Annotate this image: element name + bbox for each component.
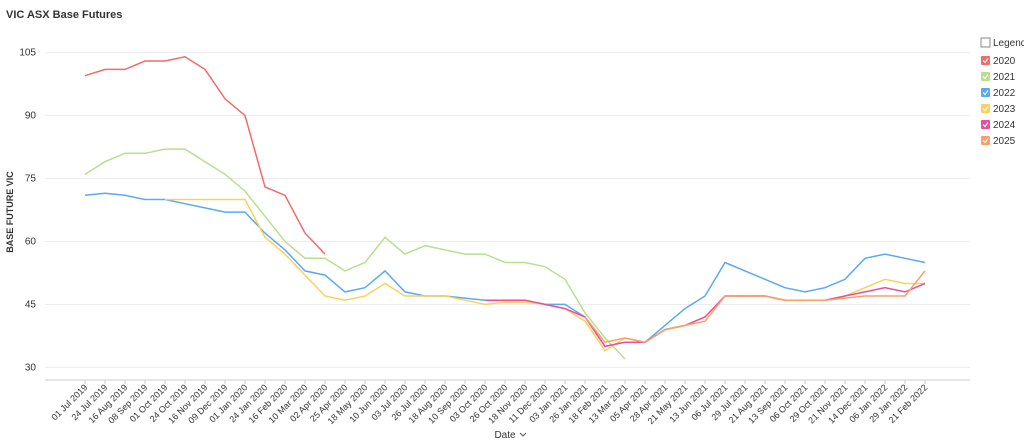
legend-label: 2024 [993, 120, 1016, 131]
legend-label: 2023 [993, 104, 1016, 115]
y-tick-label: 90 [25, 111, 37, 122]
legend-check [982, 90, 989, 96]
legend-swatch[interactable] [981, 56, 990, 65]
legend-label: 2021 [993, 72, 1016, 83]
legend-swatch[interactable] [981, 120, 990, 129]
legend-swatch[interactable] [981, 88, 990, 97]
y-tick-label: 60 [25, 236, 37, 247]
y-tick-label: 105 [19, 48, 36, 59]
series-line [84, 148, 626, 360]
y-tick-label: 75 [25, 174, 37, 185]
legend-check [982, 122, 989, 128]
legend-toggle[interactable] [980, 37, 991, 48]
y-axis-label: BASE FUTURE VIC [5, 171, 15, 253]
x-axis-chevron[interactable] [519, 432, 527, 437]
series-line [165, 198, 925, 352]
legend-swatch[interactable] [981, 72, 990, 81]
legend-label: 2020 [993, 56, 1016, 67]
y-tick-label: 30 [25, 362, 37, 373]
legend-title: Legend [993, 38, 1024, 49]
chart-title: VIC ASX Base Futures [6, 9, 122, 21]
legend-label: 2025 [993, 136, 1016, 147]
legend-swatch[interactable] [981, 136, 990, 145]
series-line [485, 282, 926, 348]
legend-check [982, 138, 989, 144]
legend-check [982, 74, 989, 80]
series-line [84, 192, 926, 348]
legend-check [982, 58, 989, 64]
x-axis-label: Date [494, 430, 516, 441]
legend-check [982, 106, 989, 112]
legend-label: 2022 [993, 88, 1016, 99]
legend-swatch[interactable] [981, 104, 990, 113]
y-tick-label: 45 [25, 299, 37, 310]
series-line [584, 270, 926, 344]
series-line [84, 56, 326, 255]
